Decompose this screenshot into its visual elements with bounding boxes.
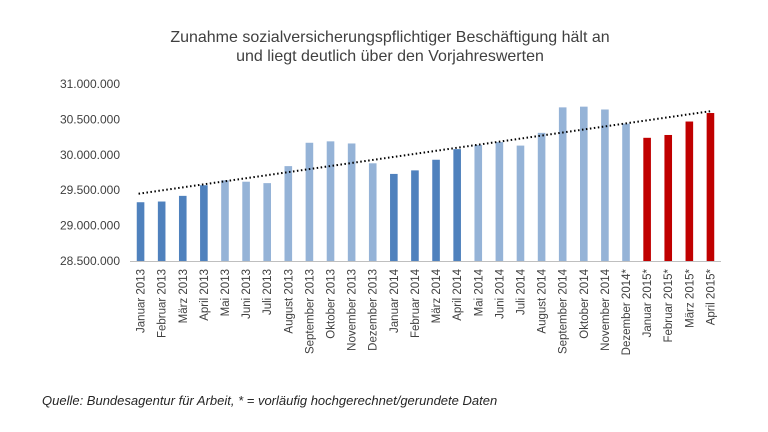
x-tick-label: Februar 2013: [157, 269, 169, 338]
trendline: [138, 109, 713, 195]
chart-title-line-1: Zunahme sozialversicherungspflichtiger B…: [170, 29, 609, 46]
bar: [537, 132, 546, 261]
x-tick-label: September 2014: [558, 268, 570, 354]
x-tick-label: Mai 2014: [473, 268, 485, 316]
y-tick-label: 30.500.000: [60, 112, 120, 126]
bar: [178, 195, 187, 261]
bar: [558, 107, 567, 261]
x-tick-label: Oktober 2013: [326, 269, 338, 339]
y-tick-label: 28.500.000: [60, 254, 120, 268]
bar: [580, 106, 588, 261]
x-tick-label: Dezember 2013: [368, 269, 380, 351]
bar: [221, 180, 229, 261]
source-note: Quelle: Bundesagentur für Arbeit, * = vo…: [42, 393, 498, 408]
x-tick-label: August 2013: [283, 269, 295, 334]
bar: [664, 134, 673, 261]
bar: [706, 113, 715, 261]
x-tick-label: Januar 2015*: [642, 268, 654, 337]
bar: [453, 149, 461, 261]
x-tick-label: November 2013: [347, 269, 359, 351]
bar: [263, 183, 271, 261]
x-tick-label: April 2015*: [705, 268, 717, 325]
x-tick-label: Januar 2014: [389, 268, 401, 333]
x-tick-label: März 2015*: [684, 268, 696, 327]
bar: [643, 137, 651, 261]
x-tick-label: April 2013: [199, 269, 211, 321]
bar: [474, 144, 483, 261]
bar: [516, 145, 525, 261]
y-tick-label: 29.500.000: [60, 183, 120, 197]
bar: [390, 173, 398, 261]
x-tick-label: Februar 2015*: [663, 268, 675, 342]
x-tick-label: April 2014: [452, 268, 464, 320]
y-tick-label: 30.000.000: [60, 148, 120, 162]
chart-title-line-2: und liegt deutlich über den Vorjahreswer…: [236, 48, 544, 65]
x-tick-label: Februar 2014: [410, 268, 422, 338]
bar: [305, 142, 314, 261]
x-tick-label: Juli 2013: [262, 269, 274, 315]
bar: [200, 185, 208, 261]
x-tick-label: Juni 2013: [241, 269, 253, 319]
x-tick-label: Dezember 2014*: [621, 268, 633, 355]
bar: [685, 121, 694, 261]
y-tick-label: 31.000.000: [60, 77, 120, 91]
bar: [601, 109, 609, 261]
bar: [368, 163, 377, 261]
bar: [347, 143, 356, 261]
bar: [242, 181, 250, 261]
bar: [284, 166, 293, 261]
y-tick-label: 29.000.000: [60, 219, 120, 233]
x-tick-label: Januar 2013: [136, 269, 148, 333]
x-tick-label: November 2014: [600, 268, 612, 350]
bar: [495, 142, 504, 261]
bar: [622, 123, 630, 261]
x-tick-label: Juli 2014: [515, 268, 527, 315]
x-tick-label: Juni 2014: [494, 268, 506, 318]
x-tick-label: August 2014: [537, 268, 549, 333]
bar: [136, 202, 145, 261]
bar: [432, 159, 440, 261]
bar: [326, 141, 335, 261]
x-tick-label: Oktober 2014: [579, 268, 591, 338]
x-tick-label: September 2013: [304, 269, 316, 354]
bar: [411, 170, 419, 261]
x-tick-label: Mai 2013: [220, 269, 232, 316]
x-tick-label: März 2013: [178, 269, 190, 323]
bar: [157, 201, 166, 261]
x-tick-label: März 2014: [431, 268, 443, 323]
